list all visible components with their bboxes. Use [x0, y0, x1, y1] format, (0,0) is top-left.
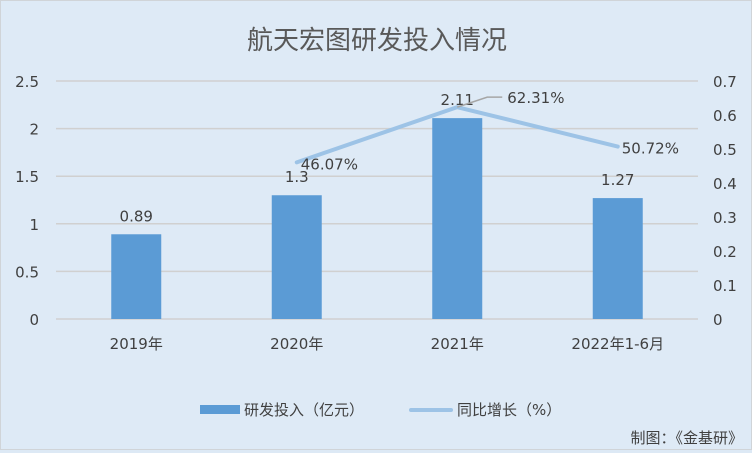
line-data-label: 50.72% [622, 140, 679, 158]
source-note: 制图：《金基研》 [630, 429, 743, 447]
bar [271, 195, 322, 319]
right-axis-tick: 0.4 [713, 175, 737, 193]
x-axis-tick: 2022年1-6月 [571, 335, 664, 353]
legend-bar-label: 研发投入（亿元） [244, 401, 364, 419]
x-axis-tick: 2019年 [110, 335, 163, 353]
bar [432, 118, 483, 320]
right-axis-tick: 0.1 [713, 277, 737, 295]
right-axis-tick: 0.7 [713, 73, 737, 91]
bar-data-label: 0.89 [120, 207, 153, 225]
bar-data-label: 1.27 [601, 171, 634, 189]
left-axis-tick: 2 [29, 121, 39, 139]
bar-data-label: 1.3 [285, 168, 309, 186]
right-axis-tick: 0 [713, 311, 723, 329]
left-axis-tick: 0.5 [15, 263, 39, 281]
legend-line-label: 同比增长（%） [457, 401, 561, 419]
x-axis-tick: 2020年 [270, 335, 323, 353]
right-axis-tick: 0.2 [713, 243, 737, 261]
x-axis-tick: 2021年 [431, 335, 484, 353]
right-axis-tick: 0.3 [713, 209, 737, 227]
left-axis-tick: 2.5 [15, 73, 39, 91]
leader-line [457, 96, 503, 108]
left-axis-tick: 1 [29, 216, 39, 234]
left-axis-tick: 1.5 [15, 168, 39, 186]
legend-bar-swatch [200, 405, 240, 414]
left-axis-tick: 0 [29, 311, 39, 329]
chart-title: 航天宏图研发投入情况 [247, 26, 507, 56]
line-data-label: 62.31% [507, 89, 564, 107]
right-axis-tick: 0.5 [713, 141, 737, 159]
bar [592, 198, 643, 319]
right-axis-tick: 0.6 [713, 107, 737, 125]
line-data-label: 46.07% [301, 155, 358, 173]
bar [111, 234, 162, 319]
